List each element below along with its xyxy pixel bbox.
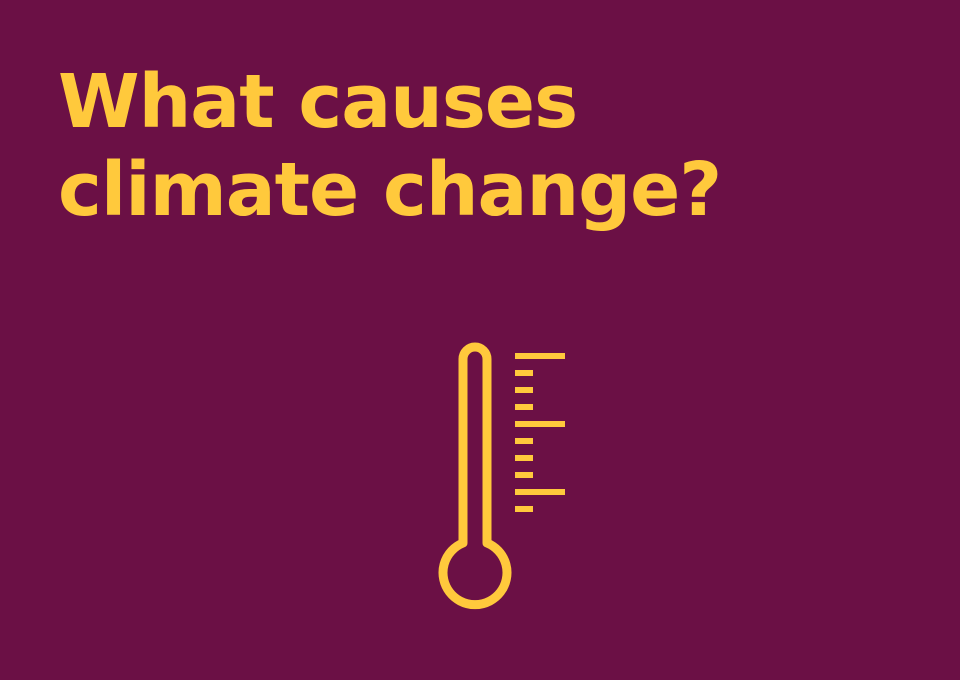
thermometer-scale <box>515 353 565 512</box>
title-line-2: climate change? <box>58 147 722 233</box>
thermometer-icon <box>438 342 565 610</box>
page-title: What causes climate change? <box>58 58 918 234</box>
title-line-1: What causes <box>58 59 578 145</box>
thermometer-body <box>438 342 512 610</box>
